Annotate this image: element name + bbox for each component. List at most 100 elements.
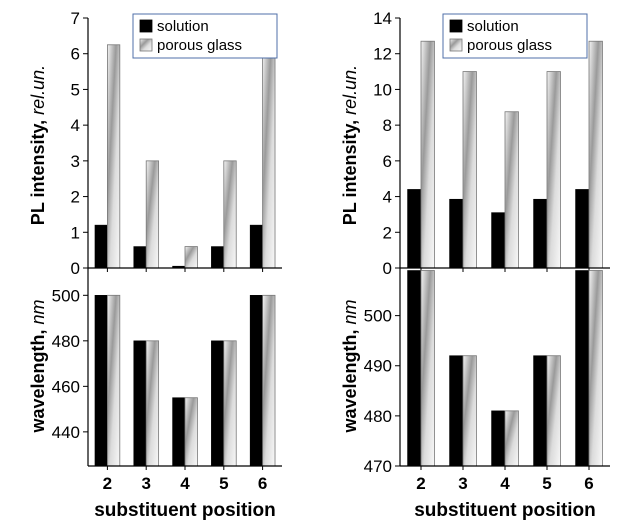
bar-solution-3 <box>133 340 147 467</box>
y-tick-label: 12 <box>373 45 392 64</box>
bar-porous-glass-2 <box>107 44 121 269</box>
bar-solution-4 <box>491 410 506 467</box>
y-tick-label: 10 <box>373 80 392 99</box>
legend-swatch-porous-glass <box>449 38 463 52</box>
y-tick-label: 0 <box>383 259 392 278</box>
y-tick-label: 14 <box>373 9 392 28</box>
bar-solution-5 <box>211 246 225 269</box>
y-tick-label: 2 <box>383 223 392 242</box>
legend-swatch-porous-glass <box>139 38 153 52</box>
bar-porous-glass-3 <box>462 355 477 467</box>
x-tick-label: 6 <box>258 474 267 493</box>
y-tick-label: 470 <box>364 457 392 476</box>
y-tick-label: 480 <box>364 407 392 426</box>
chart-panel-1: 0 1 2 3 4 5 6 7 PL intensity, rel.un. solution por… <box>28 9 282 278</box>
y-axis-title: PL intensity, rel.un. <box>28 65 48 225</box>
bar-solution-4 <box>491 212 506 269</box>
bar-porous-glass-5 <box>546 355 561 467</box>
legend-box <box>442 13 588 59</box>
bar-porous-glass-2 <box>107 294 121 467</box>
y-axis-title-main: PL intensity, <box>340 115 360 225</box>
bar-solution-5 <box>533 355 548 467</box>
bar-solution-6 <box>575 189 590 269</box>
bar-porous-glass-6 <box>588 270 603 467</box>
x-axis-title: substituent position <box>414 500 596 521</box>
bar-solution-2 <box>94 295 108 467</box>
y-axis-title-main: PL intensity, <box>28 115 48 225</box>
x-tick-label: 6 <box>584 474 593 493</box>
y-tick-label: 1 <box>71 223 80 242</box>
bar-porous-glass-3 <box>462 71 477 269</box>
x-tick-label: 2 <box>103 474 112 493</box>
legend-swatch-solution <box>449 19 463 33</box>
bar-porous-glass-3 <box>145 340 160 467</box>
y-axis-title-main: wavelength, <box>28 324 48 433</box>
legend-label-porous-glass: porous glass <box>467 37 552 54</box>
x-tick-label: 4 <box>500 474 510 493</box>
x-tick-label: 3 <box>141 474 150 493</box>
legend-label-solution: solution <box>157 18 209 35</box>
legend: solution porous glass <box>442 13 588 59</box>
y-tick-label: 3 <box>71 152 80 171</box>
bar-porous-glass-5 <box>223 340 237 467</box>
bar-porous-glass-4 <box>504 410 519 467</box>
y-axis-title-unit: rel.un. <box>340 65 360 115</box>
bar-porous-glass-4 <box>504 111 519 269</box>
chart-panel-2: 0 2 4 6 8 10 12 14 PL intensity, rel.un. solution… <box>340 9 610 278</box>
y-axis-title: PL intensity, rel.un. <box>340 65 360 225</box>
bar-solution-5 <box>211 340 225 467</box>
y-tick-label: 4 <box>71 116 80 135</box>
bar-solution-3 <box>449 355 464 467</box>
y-axis-title: wavelength, nm <box>340 299 360 433</box>
bar-porous-glass-5 <box>546 71 561 269</box>
bar-porous-glass-6 <box>262 44 276 269</box>
y-axis-title-unit: rel.un. <box>28 65 48 115</box>
bar-porous-glass-2 <box>420 40 435 269</box>
y-tick-label: 500 <box>364 307 392 326</box>
bar-solution-6 <box>249 224 263 269</box>
legend-label-solution: solution <box>467 18 519 35</box>
y-tick-label: 480 <box>52 332 80 351</box>
y-tick-label: 7 <box>71 9 80 28</box>
x-axis-title: substituent position <box>94 500 276 521</box>
bar-solution-3 <box>449 198 464 269</box>
bar-porous-glass-2 <box>420 270 435 467</box>
bar-solution-6 <box>575 270 590 467</box>
x-tick-label: 4 <box>180 474 190 493</box>
y-tick-label: 500 <box>52 286 80 305</box>
bar-solution-2 <box>407 270 422 467</box>
legend-box <box>132 13 278 59</box>
bar-porous-glass-6 <box>262 294 276 467</box>
legend-label-porous-glass: porous glass <box>157 37 242 54</box>
bar-solution-5 <box>533 198 548 269</box>
y-axis-title-unit: nm <box>28 299 48 324</box>
y-axis-title-unit: nm <box>340 299 360 324</box>
bar-porous-glass-4 <box>184 246 198 269</box>
bar-solution-3 <box>133 246 147 269</box>
y-tick-label: 6 <box>71 45 80 64</box>
x-tick-label: 3 <box>458 474 467 493</box>
bar-porous-glass-6 <box>588 40 603 269</box>
y-axis-title-main: wavelength, <box>340 324 360 433</box>
bar-porous-glass-5 <box>223 160 237 269</box>
x-tick-label: 5 <box>542 474 551 493</box>
y-tick-label: 490 <box>364 357 392 376</box>
legend-swatch-solution <box>139 19 153 33</box>
y-tick-label: 460 <box>52 377 80 396</box>
bar-porous-glass-4 <box>184 397 198 467</box>
y-tick-label: 4 <box>383 188 392 207</box>
y-tick-label: 2 <box>71 188 80 207</box>
y-tick-label: 6 <box>383 152 392 171</box>
y-tick-label: 8 <box>383 116 392 135</box>
y-tick-label: 440 <box>52 423 80 442</box>
bar-solution-2 <box>407 189 422 269</box>
y-tick-label: 0 <box>71 259 80 278</box>
chart-panel-4: 470 480 490 500 2 3 4 5 6 wavelength, nm substitue… <box>340 268 610 521</box>
legend: solution porous glass <box>132 13 278 59</box>
x-tick-label: 2 <box>416 474 425 493</box>
bar-porous-glass-3 <box>145 160 160 269</box>
y-tick-label: 5 <box>71 80 80 99</box>
bar-solution-6 <box>249 295 263 467</box>
chart-panel-3: 440 460 480 500 2 3 4 5 6 wavelength, nm substitue… <box>28 268 282 521</box>
